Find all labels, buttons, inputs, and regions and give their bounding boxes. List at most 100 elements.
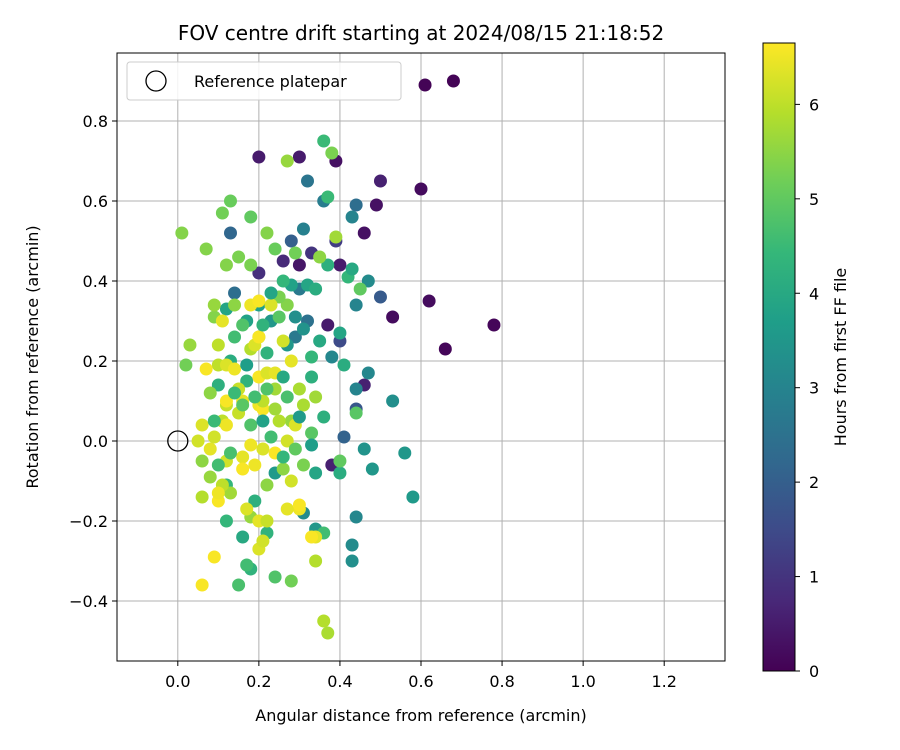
data-point — [236, 530, 250, 544]
data-point — [398, 446, 412, 460]
data-point — [236, 450, 250, 464]
data-point — [296, 322, 310, 336]
data-point — [228, 362, 242, 376]
data-point — [260, 382, 274, 396]
x-tick-label: 1.0 — [570, 672, 595, 691]
data-point — [223, 446, 237, 460]
data-point — [333, 326, 347, 340]
colorbar — [762, 42, 796, 672]
data-point — [223, 194, 237, 208]
data-point — [240, 358, 254, 372]
data-point — [280, 390, 294, 404]
legend-label: Reference platepar — [194, 72, 347, 91]
data-point — [236, 462, 250, 476]
colorbar-tick-label: 6 — [809, 95, 819, 114]
data-point — [276, 450, 290, 464]
data-point — [219, 514, 233, 528]
data-point — [280, 298, 294, 312]
data-point — [305, 438, 319, 452]
data-point — [199, 242, 213, 256]
data-point — [223, 226, 237, 240]
data-point — [203, 386, 217, 400]
data-point — [268, 242, 282, 256]
data-point — [276, 462, 290, 476]
data-point — [240, 374, 254, 388]
x-tick-label: 0.8 — [489, 672, 514, 691]
data-point — [207, 430, 221, 444]
data-point — [175, 226, 189, 240]
data-point — [446, 74, 460, 88]
data-point — [321, 190, 335, 204]
data-point — [228, 298, 242, 312]
data-point — [288, 246, 302, 260]
data-point — [248, 458, 262, 472]
x-tick-label: 0.6 — [408, 672, 433, 691]
y-tick-label: 0.8 — [83, 112, 108, 131]
data-point — [195, 490, 209, 504]
data-point — [276, 334, 290, 348]
data-point — [292, 410, 306, 424]
data-point — [207, 550, 221, 564]
data-point — [228, 286, 242, 300]
data-point — [301, 174, 315, 188]
data-point — [219, 418, 233, 432]
y-tick-label: 0.2 — [83, 352, 108, 371]
data-point — [248, 494, 262, 508]
data-point — [179, 358, 193, 372]
data-point — [325, 350, 339, 364]
y-axis-ticks: −0.4 −0.2 0.0 0.2 0.4 0.6 0.8 — [69, 112, 117, 611]
data-point — [203, 442, 217, 456]
data-point — [244, 258, 258, 272]
data-point — [292, 150, 306, 164]
data-point — [292, 498, 306, 512]
data-point — [414, 182, 428, 196]
data-point — [236, 398, 250, 412]
legend-box — [126, 61, 402, 101]
data-point — [260, 226, 274, 240]
data-point — [284, 474, 298, 488]
data-point — [309, 282, 323, 296]
data-point — [240, 502, 254, 516]
chart-title: FOV centre drift starting at 2024/08/15 … — [178, 21, 664, 45]
data-point — [386, 394, 400, 408]
data-point — [288, 310, 302, 324]
data-point — [296, 222, 310, 236]
data-point — [260, 346, 274, 360]
data-point — [248, 390, 262, 404]
data-point — [232, 250, 246, 264]
data-point — [329, 230, 343, 244]
data-point — [252, 330, 266, 344]
data-point — [357, 442, 371, 456]
data-point — [284, 574, 298, 588]
data-point — [333, 454, 347, 468]
data-point — [284, 234, 298, 248]
colorbar-tick-label: 2 — [809, 473, 819, 492]
data-point — [211, 486, 225, 500]
data-point — [219, 394, 233, 408]
data-point — [365, 462, 379, 476]
data-point — [313, 250, 327, 264]
data-point — [272, 414, 286, 428]
legend: Reference platepar — [126, 61, 402, 101]
reference-platepar-marker — [167, 430, 189, 452]
data-point — [183, 338, 197, 352]
data-point — [276, 370, 290, 384]
x-axis-ticks: 0.0 0.2 0.4 0.6 0.8 1.0 1.2 — [165, 661, 677, 691]
data-point — [207, 414, 221, 428]
colorbar-tick-label: 3 — [809, 379, 819, 398]
data-point — [207, 298, 221, 312]
data-point — [361, 366, 375, 380]
data-point — [349, 298, 363, 312]
data-point — [321, 626, 335, 640]
data-point — [406, 490, 420, 504]
data-point — [260, 514, 274, 528]
data-point — [211, 458, 225, 472]
y-tick-label: −0.4 — [69, 592, 108, 611]
data-point — [361, 274, 375, 288]
data-point — [252, 150, 266, 164]
x-tick-label: 0.0 — [165, 672, 190, 691]
data-point — [276, 254, 290, 268]
data-point — [305, 426, 319, 440]
data-point — [317, 134, 331, 148]
